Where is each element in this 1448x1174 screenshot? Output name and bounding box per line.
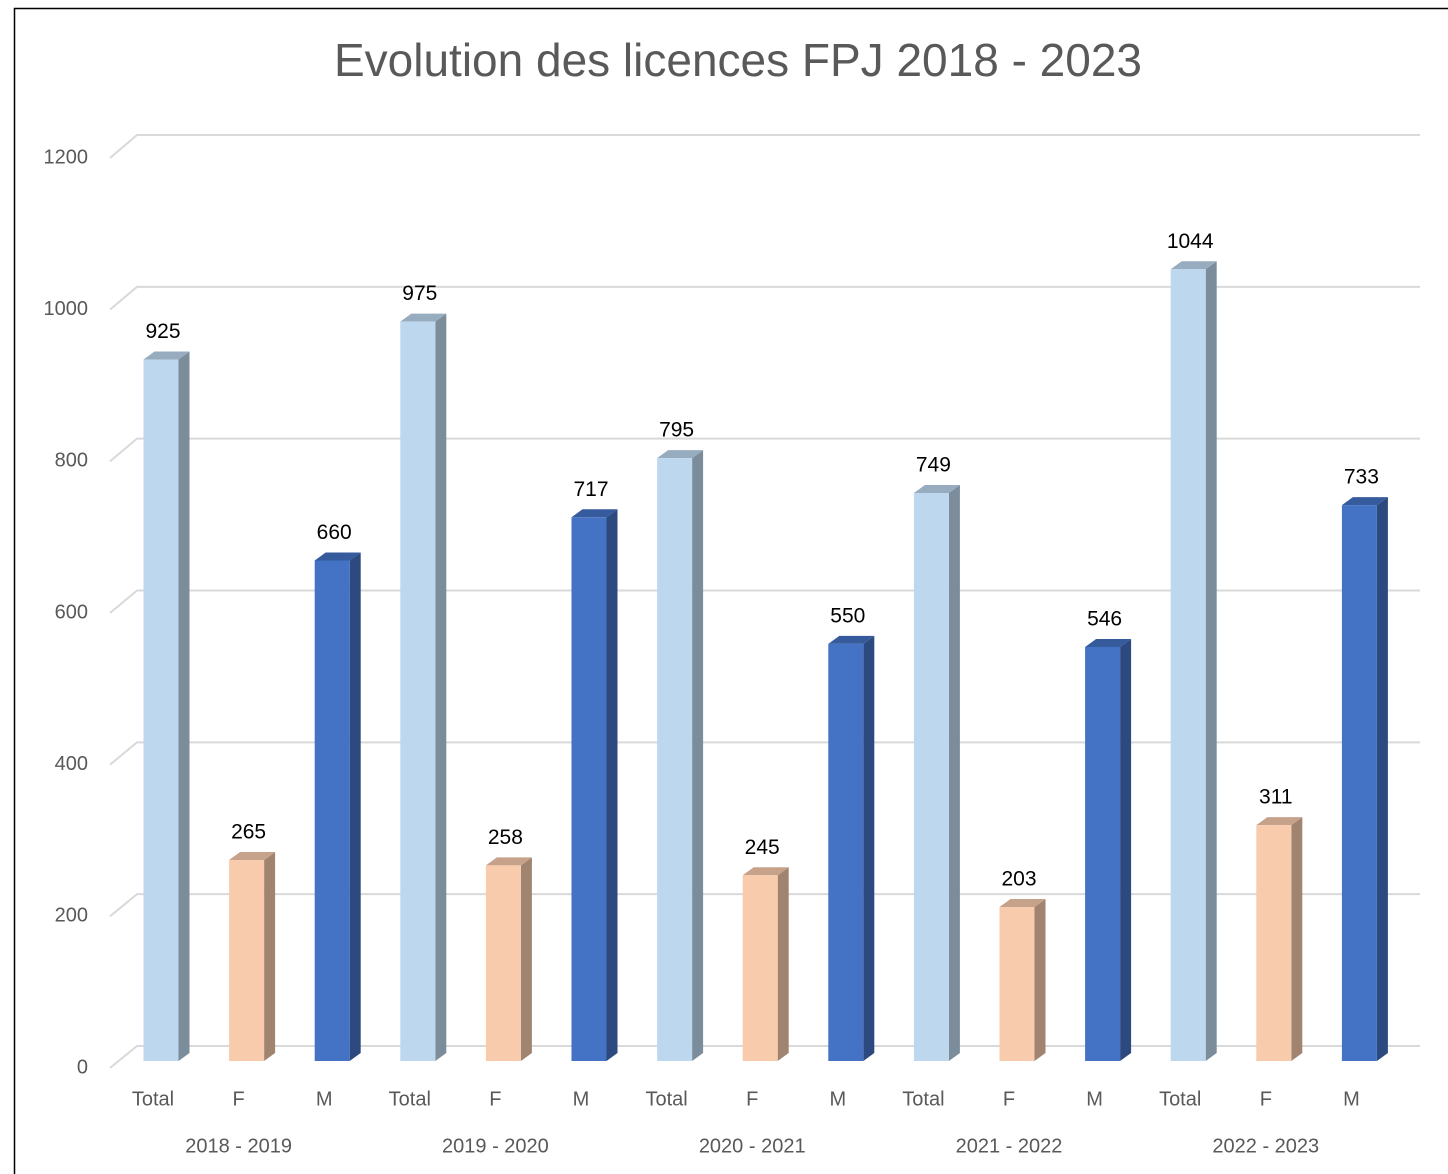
value-label: 717 bbox=[573, 478, 608, 501]
bar bbox=[400, 321, 436, 1061]
x-sub-label: Total bbox=[645, 1088, 687, 1110]
x-sub-label: Total bbox=[389, 1088, 431, 1110]
bar-side bbox=[863, 635, 875, 1061]
bar-side bbox=[1291, 817, 1303, 1061]
bar-side bbox=[1120, 638, 1132, 1061]
bar-side bbox=[264, 852, 276, 1061]
value-label: 925 bbox=[145, 320, 180, 343]
x-sub-label: M bbox=[1086, 1088, 1103, 1110]
bar bbox=[913, 493, 949, 1062]
bar-top bbox=[742, 867, 789, 876]
bar-top bbox=[485, 857, 532, 866]
grid-line bbox=[109, 893, 1420, 918]
value-label: 311 bbox=[1259, 786, 1292, 809]
bar bbox=[314, 560, 350, 1061]
bar-side bbox=[606, 509, 618, 1061]
bar-side bbox=[349, 552, 361, 1061]
bar-top bbox=[229, 852, 276, 861]
x-sub-label: Total bbox=[132, 1088, 174, 1110]
value-label: 546 bbox=[1087, 607, 1122, 630]
grid-line bbox=[109, 1045, 1420, 1069]
bar-side bbox=[1034, 899, 1046, 1061]
bar bbox=[657, 458, 693, 1061]
x-sub-label: F bbox=[489, 1088, 501, 1110]
value-label: 733 bbox=[1344, 466, 1379, 489]
y-tick-label: 800 bbox=[55, 450, 88, 472]
x-sub-label: F bbox=[1003, 1088, 1015, 1110]
x-sub-label: Total bbox=[1159, 1088, 1201, 1110]
value-label: 749 bbox=[916, 454, 951, 477]
bar-side bbox=[178, 351, 190, 1062]
value-label: 975 bbox=[402, 282, 437, 305]
bar bbox=[1341, 505, 1377, 1061]
bar-top bbox=[314, 552, 361, 561]
bar-top bbox=[1170, 261, 1217, 270]
grid-line bbox=[109, 589, 1420, 614]
value-label: 660 bbox=[317, 521, 352, 544]
value-label: 245 bbox=[745, 836, 780, 859]
x-group-label: 2022 - 2023 bbox=[1212, 1135, 1319, 1157]
bar bbox=[1256, 825, 1292, 1061]
bar-top bbox=[913, 485, 960, 494]
bar bbox=[229, 860, 265, 1061]
bar bbox=[999, 907, 1035, 1061]
bar-top bbox=[999, 899, 1046, 908]
bar bbox=[485, 865, 521, 1061]
bar-top bbox=[828, 635, 875, 644]
y-tick-label: 1200 bbox=[44, 146, 89, 168]
value-label: 795 bbox=[659, 419, 694, 442]
bar-side bbox=[1376, 497, 1388, 1061]
bar bbox=[1170, 269, 1206, 1061]
bar-side bbox=[520, 857, 532, 1061]
x-sub-label: F bbox=[746, 1088, 758, 1110]
grid-line bbox=[109, 285, 1420, 311]
bar-top bbox=[657, 450, 704, 459]
bar-top bbox=[143, 351, 190, 360]
grid-line bbox=[109, 134, 1420, 159]
bar-side bbox=[948, 485, 960, 1062]
bar-top bbox=[1256, 817, 1303, 826]
bar bbox=[1085, 646, 1121, 1061]
x-group-label: 2019 - 2020 bbox=[442, 1135, 549, 1157]
y-tick-label: 400 bbox=[55, 753, 88, 775]
x-sub-label: F bbox=[232, 1088, 244, 1110]
y-tick-label: 200 bbox=[55, 905, 88, 927]
x-group-label: 2018 - 2019 bbox=[185, 1135, 292, 1157]
bar-side bbox=[777, 867, 789, 1061]
bar bbox=[742, 875, 778, 1061]
x-sub-label: M bbox=[1343, 1088, 1360, 1110]
bar-top bbox=[1085, 638, 1132, 647]
x-sub-label: M bbox=[829, 1088, 846, 1110]
value-label: 1044 bbox=[1167, 230, 1214, 253]
x-sub-label: M bbox=[573, 1088, 590, 1110]
chart-title: Evolution des licences FPJ 2018 - 2023 bbox=[334, 34, 1142, 86]
bar-side bbox=[435, 313, 447, 1061]
x-group-label: 2021 - 2022 bbox=[956, 1135, 1063, 1157]
y-tick-label: 600 bbox=[55, 601, 88, 623]
value-label: 203 bbox=[1001, 868, 1036, 891]
grid-line bbox=[109, 741, 1420, 766]
bar bbox=[828, 643, 864, 1061]
x-sub-label: Total bbox=[902, 1088, 944, 1110]
bar-side bbox=[1205, 261, 1217, 1061]
value-label: 258 bbox=[488, 826, 523, 849]
x-group-label: 2020 - 2021 bbox=[699, 1135, 806, 1157]
x-sub-label: F bbox=[1260, 1088, 1272, 1110]
bar-top bbox=[1341, 497, 1388, 506]
value-label: 265 bbox=[231, 821, 266, 844]
grid-line bbox=[109, 437, 1420, 463]
bar-top bbox=[400, 313, 447, 322]
bar bbox=[571, 517, 607, 1061]
value-label: 550 bbox=[830, 604, 865, 627]
bar-top bbox=[571, 509, 618, 518]
x-sub-label: M bbox=[316, 1088, 333, 1110]
bar bbox=[143, 359, 179, 1062]
y-tick-label: 0 bbox=[77, 1056, 88, 1078]
bar-side bbox=[692, 450, 704, 1061]
y-tick-label: 1000 bbox=[44, 298, 89, 320]
